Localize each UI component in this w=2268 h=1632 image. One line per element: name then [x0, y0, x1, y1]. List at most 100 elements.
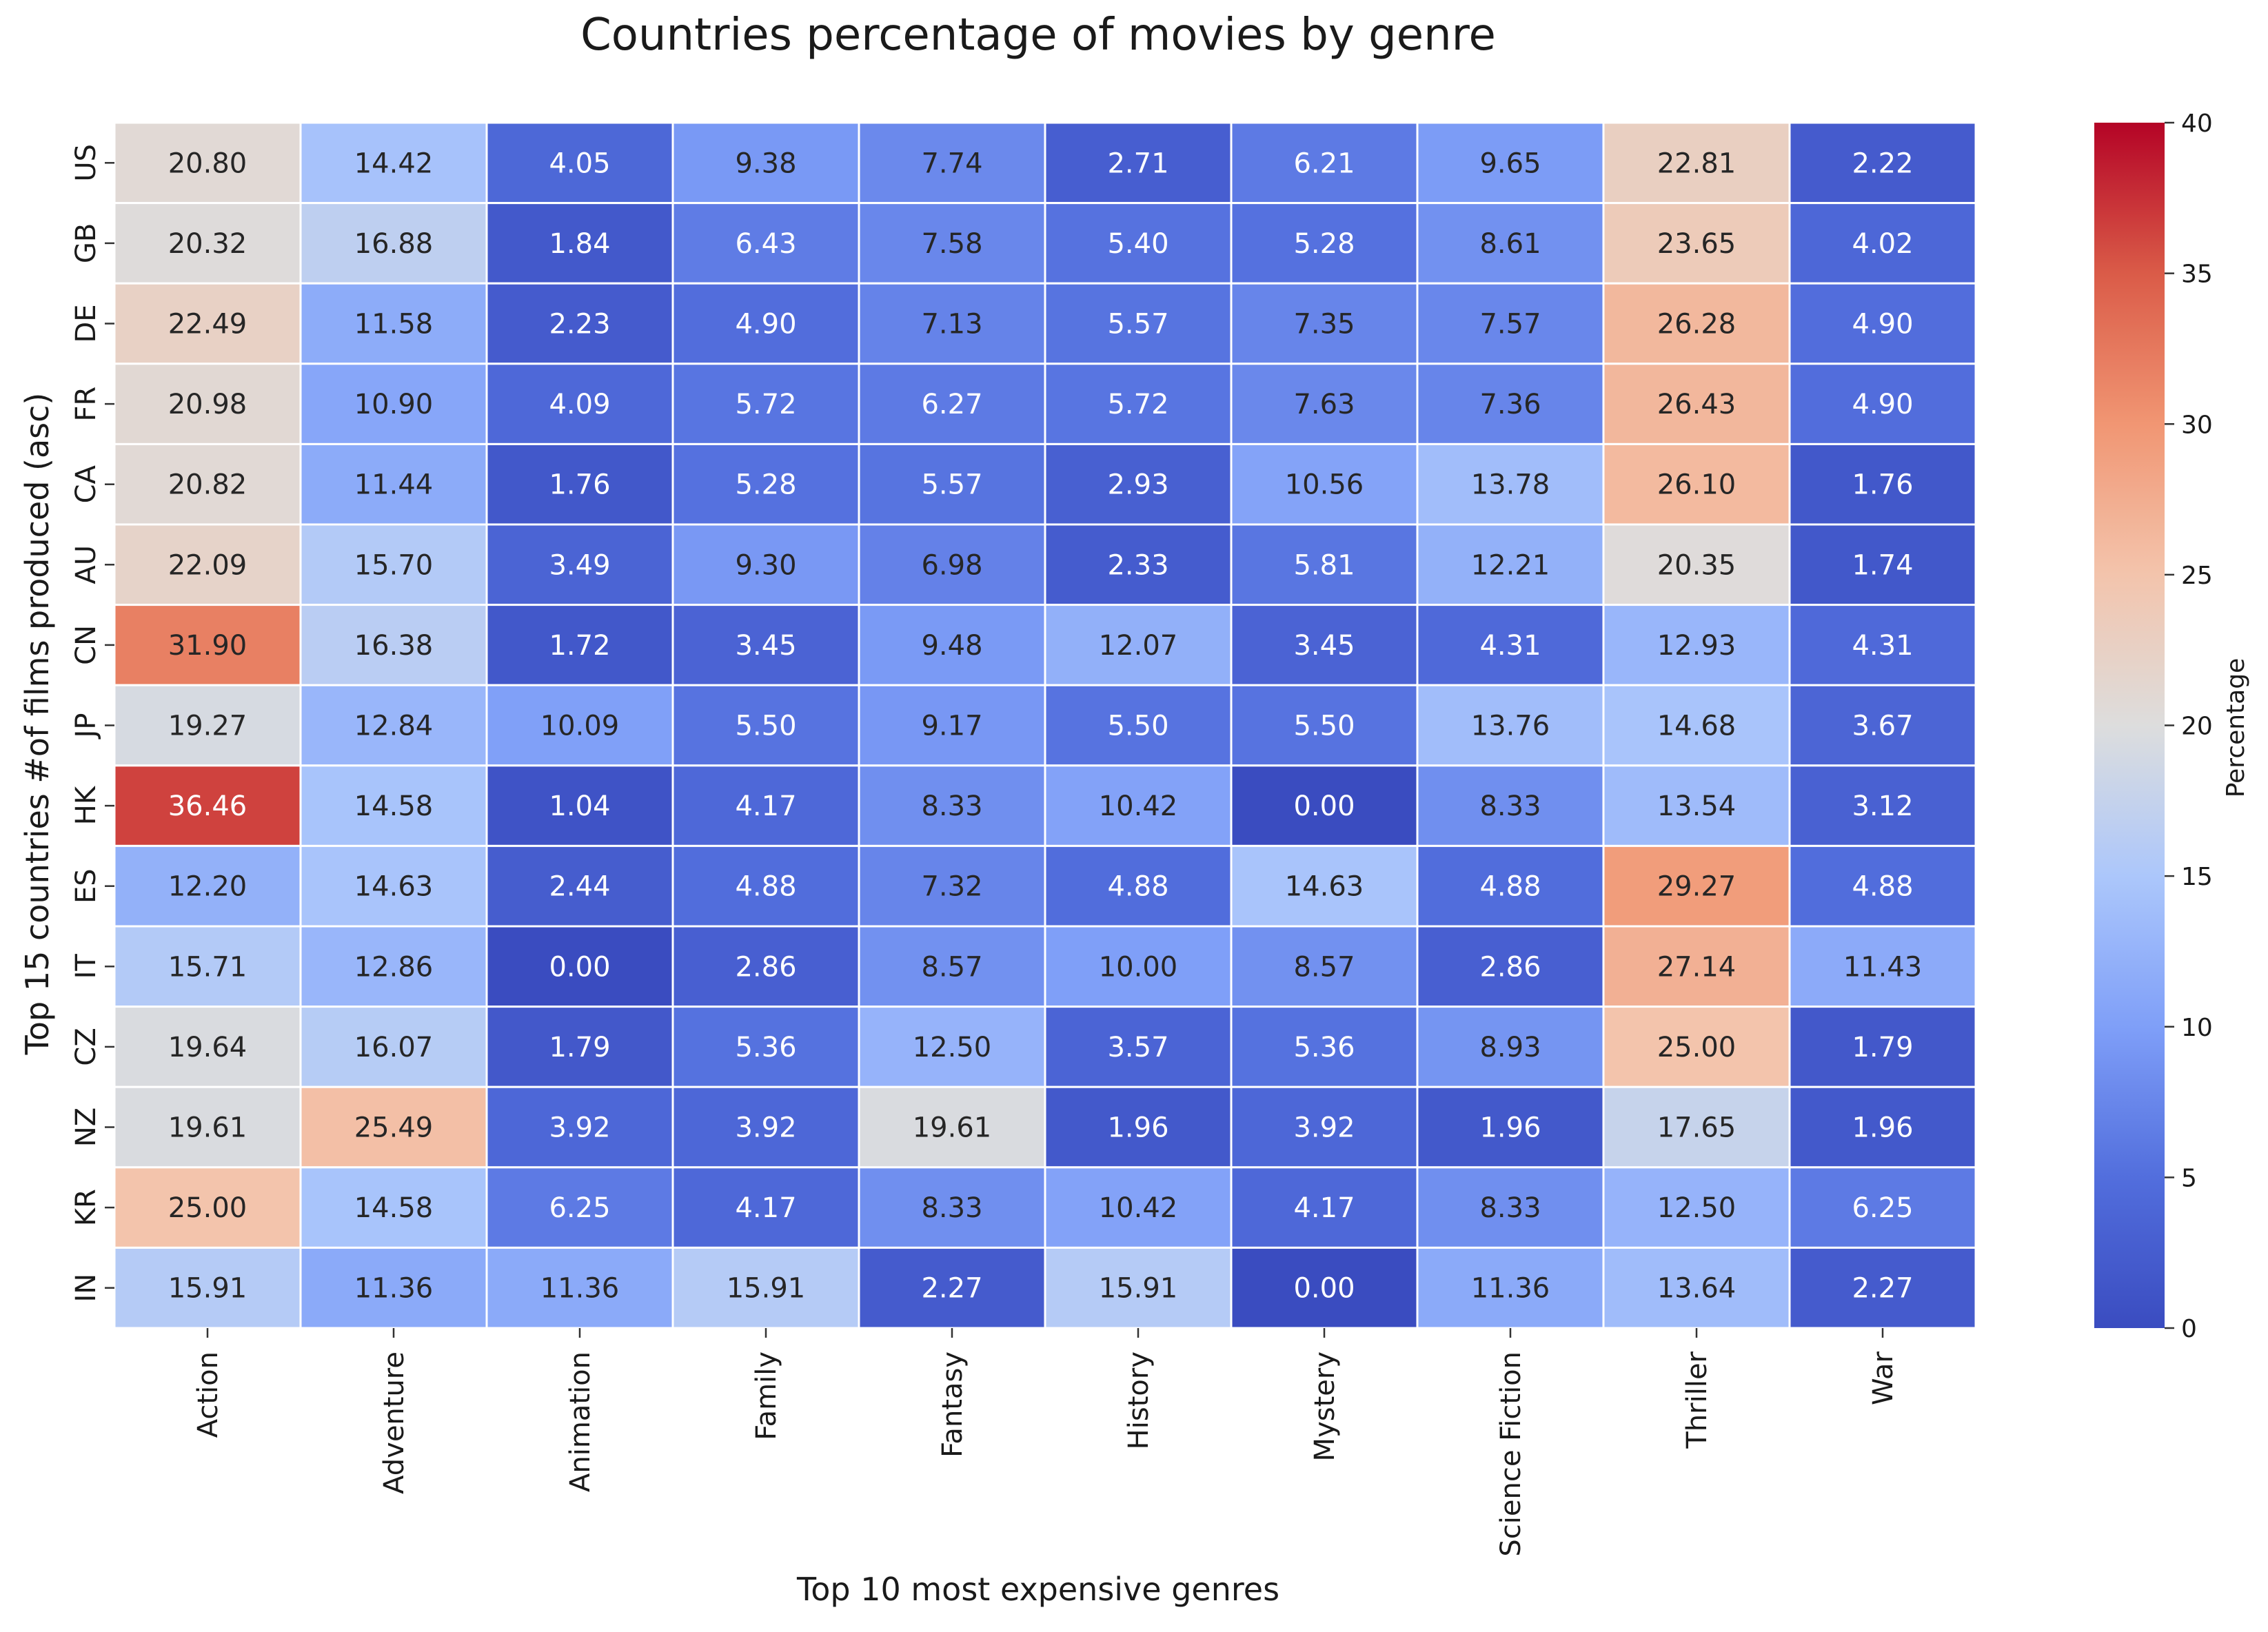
cell-value-label: 27.14 — [1657, 951, 1737, 983]
cell-value-label: 25.00 — [1657, 1032, 1737, 1063]
cell-value-label: 13.64 — [1657, 1273, 1737, 1305]
cell-value-label: 5.28 — [1293, 228, 1355, 260]
cell-value-label: 11.44 — [354, 469, 434, 501]
colorbar-tick-label: 10 — [2181, 1014, 2213, 1042]
heatmap-cell-it-war — [1788, 925, 1977, 1008]
heatmap-cell-cz-science-fiction — [1416, 1006, 1605, 1088]
cell-value-label: 1.96 — [1852, 1112, 1913, 1144]
x-tick-label: History — [1123, 1352, 1155, 1449]
heatmap-cell-de-science-fiction — [1416, 282, 1605, 365]
x-tick-label: Family — [751, 1352, 782, 1440]
cell-value-label: 2.71 — [1107, 147, 1168, 179]
heatmap-cell-ca-mystery — [1230, 442, 1419, 526]
cell-value-label: 10.42 — [1099, 1192, 1178, 1224]
cell-value-label: 3.12 — [1852, 790, 1913, 822]
cell-value-label: 4.17 — [735, 1192, 796, 1224]
cell-value-label: 3.45 — [735, 630, 796, 662]
cell-value-label: 10.90 — [354, 389, 434, 420]
cell-value-label: 1.96 — [1107, 1112, 1168, 1144]
cell-value-label: 2.93 — [1107, 469, 1168, 501]
cell-value-label: 2.23 — [549, 309, 610, 340]
heatmap-cell-us-history — [1044, 121, 1233, 205]
cell-value-label: 4.90 — [735, 309, 796, 340]
heatmap-cell-hk-animation — [485, 764, 674, 847]
cell-value-label: 5.72 — [735, 389, 796, 420]
cell-value-label: 19.61 — [913, 1112, 992, 1144]
cell-value-label: 3.67 — [1852, 711, 1913, 742]
cell-value-label: 6.21 — [1293, 147, 1355, 179]
cell-value-label: 16.38 — [354, 630, 434, 662]
x-tick-label: Action — [192, 1352, 224, 1438]
cell-value-label: 20.32 — [168, 228, 247, 260]
cell-value-label: 8.33 — [921, 790, 982, 822]
colorbar-tick-label: 35 — [2181, 261, 2213, 289]
cell-value-label: 19.27 — [168, 711, 247, 742]
heatmap-cell-gb-war — [1788, 202, 1977, 285]
y-tick-label: FR — [70, 387, 102, 422]
cell-value-label: 14.68 — [1657, 711, 1737, 742]
heatmap-cell-it-science-fiction — [1416, 925, 1605, 1008]
heatmap-cell-ca-war — [1788, 442, 1977, 526]
cell-value-label: 4.90 — [1852, 389, 1913, 420]
cell-value-label: 16.88 — [354, 228, 434, 260]
heatmap-cell-gb-science-fiction — [1416, 202, 1605, 285]
cell-value-label: 9.30 — [735, 549, 796, 581]
heatmap-cell-de-action — [113, 282, 302, 365]
cell-value-label: 5.50 — [1293, 711, 1355, 742]
y-tick-label: ES — [70, 868, 102, 904]
cell-value-label: 1.74 — [1852, 549, 1913, 581]
cell-value-label: 20.35 — [1657, 549, 1737, 581]
cell-value-label: 4.31 — [1479, 630, 1541, 662]
cell-value-label: 11.36 — [354, 1273, 434, 1305]
cell-value-label: 9.65 — [1479, 147, 1541, 179]
heatmap-cell-fr-mystery — [1230, 363, 1419, 445]
x-tick-label: Science Fiction — [1495, 1352, 1527, 1557]
cell-value-label: 5.36 — [735, 1032, 796, 1063]
cell-value-label: 11.43 — [1843, 951, 1923, 983]
cell-value-label: 22.81 — [1657, 147, 1737, 179]
cell-value-label: 8.33 — [921, 1192, 982, 1224]
heatmap-cell-au-action — [113, 523, 302, 606]
heatmap-cell-au-history — [1044, 523, 1233, 606]
cell-value-label: 19.61 — [168, 1112, 247, 1144]
heatmap-cell-kr-thriller — [1602, 1166, 1791, 1249]
cell-value-label: 19.64 — [168, 1032, 247, 1063]
heatmap-cell-in-war — [1788, 1246, 1977, 1329]
heatmap-cell-nz-animation — [485, 1085, 674, 1169]
cell-value-label: 4.09 — [549, 389, 610, 420]
cell-value-label: 7.58 — [921, 228, 982, 260]
cell-value-label: 5.40 — [1107, 228, 1168, 260]
cell-value-label: 12.20 — [168, 871, 247, 903]
y-tick-label: US — [70, 144, 102, 182]
cell-value-label: 7.63 — [1293, 389, 1355, 420]
heatmap-cell-de-fantasy — [858, 282, 1046, 365]
heatmap-cell-nz-family — [671, 1085, 860, 1169]
cell-value-label: 8.57 — [1293, 951, 1355, 983]
cell-value-label: 5.28 — [735, 469, 796, 501]
heatmap-cell-us-adventure — [299, 121, 488, 205]
cell-value-label: 1.76 — [549, 469, 610, 501]
x-tick-label: Adventure — [378, 1352, 410, 1494]
cell-value-label: 12.21 — [1471, 549, 1550, 581]
heatmap-cell-jp-history — [1044, 684, 1233, 767]
cell-value-label: 4.31 — [1852, 630, 1913, 662]
cell-value-label: 2.86 — [735, 951, 796, 983]
heatmap-cell-cz-history — [1044, 1006, 1233, 1088]
y-tick-label: DE — [70, 304, 102, 343]
cell-value-label: 5.50 — [735, 711, 796, 742]
heatmap-cell-gb-adventure — [299, 202, 488, 285]
cell-value-label: 25.00 — [168, 1192, 247, 1224]
cell-value-label: 26.10 — [1657, 469, 1737, 501]
cell-value-label: 26.28 — [1657, 309, 1737, 340]
heatmap-cell-jp-adventure — [299, 684, 488, 767]
cell-value-label: 0.00 — [549, 951, 610, 983]
cell-value-label: 10.56 — [1285, 469, 1364, 501]
cell-value-label: 6.43 — [735, 228, 796, 260]
x-axis-label: Top 10 most expensive genres — [796, 1571, 1279, 1608]
cell-value-label: 12.93 — [1657, 630, 1737, 662]
heatmap-cell-jp-mystery — [1230, 684, 1419, 767]
heatmap-cell-it-adventure — [299, 925, 488, 1008]
heatmap-cell-gb-history — [1044, 202, 1233, 285]
cell-value-label: 6.25 — [549, 1192, 610, 1224]
heatmap-cell-us-animation — [485, 121, 674, 205]
